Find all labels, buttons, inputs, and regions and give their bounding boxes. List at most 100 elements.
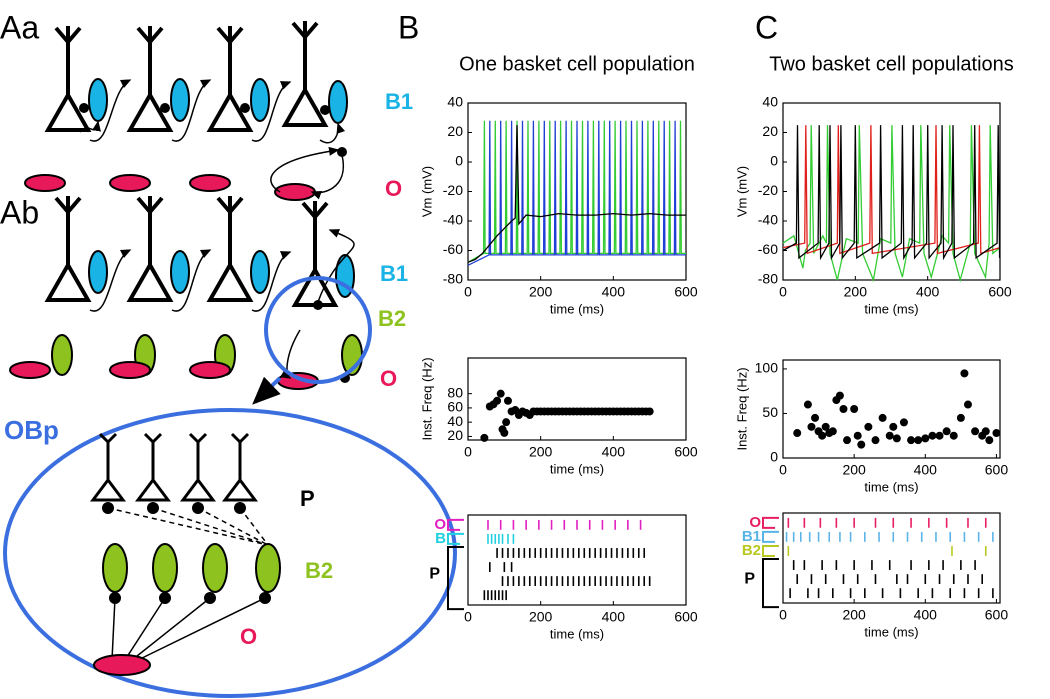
diagram-aa <box>250 78 270 122</box>
x-tick-label: 400 <box>914 462 938 478</box>
diagram-inset <box>111 597 266 661</box>
panel-label: Ab <box>0 194 39 230</box>
group-label: P <box>429 565 440 582</box>
x-tick-label: 600 <box>674 609 698 625</box>
group-label: O <box>749 514 761 531</box>
y-tick-label: -40 <box>443 212 463 228</box>
point <box>803 400 812 409</box>
point <box>921 434 930 443</box>
group-label: B1 <box>742 528 761 545</box>
point <box>818 431 827 440</box>
diagram-ab <box>251 251 292 312</box>
trace <box>467 120 686 263</box>
diagram-aa <box>274 183 316 201</box>
diagram-ab <box>89 229 355 379</box>
diagram-ab <box>46 194 90 302</box>
diagram-aa <box>283 19 327 127</box>
point <box>793 429 802 438</box>
y-tick-label: 0 <box>455 153 463 169</box>
chart-title: One basket cell population <box>459 53 695 75</box>
diagram-ab <box>128 194 172 302</box>
x-tick-label: 0 <box>779 284 787 300</box>
diagram-inset <box>234 502 246 514</box>
diagram-ab <box>189 361 231 379</box>
point <box>985 436 994 445</box>
diagram-inset <box>3 408 457 698</box>
diagram-aa <box>88 78 108 122</box>
diagram-ab <box>313 300 323 310</box>
y-tick-label: 40 <box>447 413 463 429</box>
diagram-ab <box>317 229 355 303</box>
point <box>899 418 908 427</box>
y-tick-label: 40 <box>447 94 463 110</box>
diagram-ab <box>250 250 270 294</box>
point <box>949 431 958 440</box>
diagram-ab <box>88 250 108 294</box>
point <box>828 427 837 436</box>
diagram-inset <box>159 592 171 604</box>
diagram-inset <box>255 543 281 593</box>
cell-label: B2 <box>305 558 333 583</box>
point <box>645 407 654 416</box>
diagram-inset <box>152 543 178 593</box>
diagram-aa <box>240 103 250 113</box>
diagram-aa <box>337 147 347 157</box>
trace <box>467 120 686 266</box>
point <box>496 389 505 398</box>
diagram-aa <box>320 105 330 115</box>
diagram-aa <box>319 122 346 144</box>
cell-label: B2 <box>378 306 406 331</box>
group-bracket <box>762 558 779 609</box>
y-tick-label: 20 <box>762 123 778 139</box>
diagram-ab <box>279 329 301 379</box>
point <box>892 434 901 443</box>
diagram-aa <box>208 24 252 132</box>
diagram-aa <box>24 174 66 192</box>
y-tick-label: 50 <box>762 404 778 420</box>
diagram-ab <box>170 250 190 294</box>
diagram-ab <box>171 249 212 312</box>
point <box>850 405 859 413</box>
y-tick-label: 100 <box>755 360 779 376</box>
point <box>502 418 511 427</box>
panel-label: Aa <box>0 9 39 45</box>
point <box>503 396 512 405</box>
point <box>885 431 894 440</box>
group-bracket <box>447 518 464 531</box>
x-tick-label: 400 <box>602 284 626 300</box>
x-tick-label: 400 <box>914 607 938 623</box>
point <box>839 405 848 413</box>
diagram-aa <box>24 174 316 201</box>
x-axis-label: time (ms) <box>550 626 604 641</box>
point <box>493 396 502 405</box>
x-axis-label: time (ms) <box>864 624 918 639</box>
diagram-aa <box>170 78 190 122</box>
point <box>878 413 887 422</box>
diagram-aa: B1 O <box>24 19 413 201</box>
point <box>928 431 937 440</box>
diagram-ab <box>252 376 282 405</box>
y-tick-label: 20 <box>447 123 463 139</box>
plot-frame <box>782 359 1001 459</box>
point <box>835 391 844 400</box>
diagram-aa <box>171 79 212 142</box>
point <box>857 440 866 449</box>
y-tick-label: -20 <box>758 182 778 198</box>
point <box>960 369 969 378</box>
diagram-ab: B1 B2 O <box>9 194 408 405</box>
diagram-aa <box>79 103 347 157</box>
cell-label: P <box>300 486 315 511</box>
plot-frame <box>782 512 1001 604</box>
group-label: B <box>435 530 446 547</box>
x-axis-label: time (ms) <box>864 479 918 494</box>
x-tick-label: 200 <box>844 284 868 300</box>
trace <box>782 125 1001 255</box>
y-tick-label: 0 <box>770 153 778 169</box>
diagram-inset <box>107 507 269 546</box>
y-axis-label: Inst. Freq (Hz) <box>419 357 434 440</box>
diagram-inset <box>107 507 269 546</box>
diagram-ab <box>89 249 132 312</box>
cell-label: O <box>240 624 257 649</box>
point <box>864 422 873 431</box>
diagram-ab <box>293 199 337 307</box>
